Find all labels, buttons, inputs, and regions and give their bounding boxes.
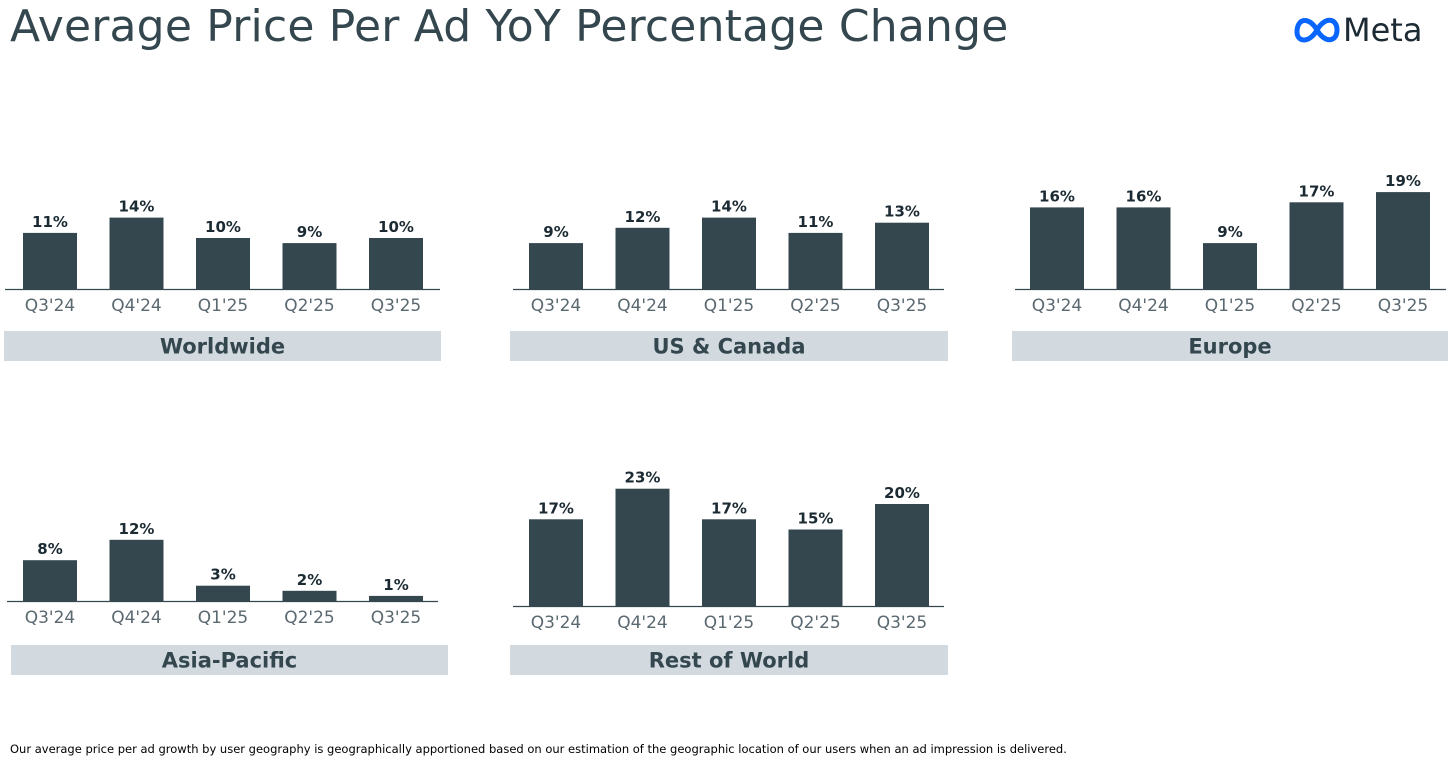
value-label: 11% xyxy=(798,213,834,231)
value-label: 9% xyxy=(1217,223,1242,241)
region-title: Europe xyxy=(1188,335,1271,359)
bar-rest-of-world-1 xyxy=(615,488,670,606)
x-tick-label: Q3'24 xyxy=(25,296,76,316)
bar-rest-of-world-4 xyxy=(875,504,929,606)
value-label: 10% xyxy=(378,218,414,236)
x-tick-label: Q2'25 xyxy=(284,608,335,628)
value-label: 20% xyxy=(884,484,920,502)
x-tick-label: Q4'24 xyxy=(1118,296,1169,316)
x-tick-label: Q3'25 xyxy=(877,296,928,316)
value-label: 13% xyxy=(884,203,920,221)
page-title: Average Price Per Ad YoY Percentage Chan… xyxy=(10,1,1009,52)
value-label: 10% xyxy=(205,218,241,236)
value-label: 12% xyxy=(625,208,661,226)
value-label: 19% xyxy=(1385,172,1421,190)
region-label-band xyxy=(1012,331,1448,361)
bar-worldwide-3 xyxy=(282,243,337,289)
x-tick-label: Q3'25 xyxy=(877,613,928,633)
value-label: 12% xyxy=(119,520,155,538)
bar-asia-pacific-2 xyxy=(196,585,250,601)
bar-asia-pacific-1 xyxy=(109,539,164,601)
x-tick-label: Q4'24 xyxy=(111,608,162,628)
x-tick-label: Q1'25 xyxy=(1205,296,1256,316)
value-label: 16% xyxy=(1039,187,1075,205)
bar-us-canada-4 xyxy=(875,222,929,289)
x-tick-label: Q1'25 xyxy=(704,296,755,316)
region-label-band xyxy=(4,331,441,361)
region-title: US & Canada xyxy=(652,335,805,359)
region-label-band xyxy=(11,645,448,675)
value-label: 9% xyxy=(543,223,568,241)
x-tick-label: Q3'24 xyxy=(1032,296,1083,316)
value-label: 14% xyxy=(711,198,747,216)
chart-asia-pacific: 8% Q3'24 12% Q4'24 3% Q1'25 2% Q2'25 1% Q3'25 Asia… xyxy=(7,520,448,675)
bar-asia-pacific-3 xyxy=(282,590,337,601)
bar-asia-pacific-0 xyxy=(23,560,77,601)
x-tick-label: Q1'25 xyxy=(704,613,755,633)
region-label-band xyxy=(510,331,948,361)
bar-europe-0 xyxy=(1030,207,1084,289)
x-tick-label: Q2'25 xyxy=(284,296,335,316)
bar-us-canada-3 xyxy=(788,232,843,289)
value-label: 17% xyxy=(538,499,574,517)
chart-worldwide: 11% Q3'24 14% Q4'24 10% Q1'25 9% Q2'25 10% Q3'25 W… xyxy=(4,198,441,361)
value-label: 3% xyxy=(210,566,235,584)
region-title: Asia-Pacific xyxy=(162,649,298,673)
x-tick-label: Q4'24 xyxy=(617,296,668,316)
x-tick-label: Q4'24 xyxy=(617,613,668,633)
x-tick-label: Q3'25 xyxy=(1378,296,1429,316)
x-tick-label: Q2'25 xyxy=(790,613,841,633)
chart-rest-of-world: 17% Q3'24 23% Q4'24 17% Q1'25 15% Q2'25 20% Q3'25… xyxy=(510,469,948,675)
bar-europe-2 xyxy=(1203,243,1257,289)
region-label-band xyxy=(510,645,948,675)
value-label: 23% xyxy=(625,469,661,487)
bar-europe-3 xyxy=(1289,202,1344,289)
bar-worldwide-4 xyxy=(369,238,423,289)
x-tick-label: Q3'25 xyxy=(371,608,422,628)
value-label: 15% xyxy=(798,510,834,528)
chart-europe: 16% Q3'24 16% Q4'24 9% Q1'25 17% Q2'25 19% Q3'25 E… xyxy=(1012,172,1448,361)
value-label: 17% xyxy=(1299,182,1335,200)
bar-rest-of-world-2 xyxy=(702,519,756,606)
x-tick-label: Q3'25 xyxy=(371,296,422,316)
x-tick-label: Q3'24 xyxy=(25,608,76,628)
value-label: 16% xyxy=(1126,187,1162,205)
value-label: 14% xyxy=(119,198,155,216)
x-tick-label: Q1'25 xyxy=(198,608,249,628)
bar-us-canada-1 xyxy=(615,227,670,289)
meta-wordmark: Meta xyxy=(1343,11,1423,49)
bar-us-canada-2 xyxy=(702,217,756,289)
region-title: Rest of World xyxy=(649,649,810,673)
x-tick-label: Q4'24 xyxy=(111,296,162,316)
value-label: 8% xyxy=(37,540,62,558)
x-tick-label: Q2'25 xyxy=(790,296,841,316)
meta-infinity-icon xyxy=(1294,17,1340,43)
value-label: 9% xyxy=(297,223,322,241)
value-label: 11% xyxy=(32,213,68,231)
x-tick-label: Q2'25 xyxy=(1291,296,1342,316)
bar-us-canada-0 xyxy=(529,243,583,289)
footnote: Our average price per ad growth by user … xyxy=(10,742,1067,756)
value-label: 17% xyxy=(711,499,747,517)
region-title: Worldwide xyxy=(160,335,285,359)
bar-worldwide-2 xyxy=(196,238,250,289)
x-tick-label: Q1'25 xyxy=(198,296,249,316)
bar-europe-4 xyxy=(1376,192,1430,289)
x-tick-label: Q3'24 xyxy=(531,613,582,633)
value-label: 1% xyxy=(383,576,408,594)
charts-area: 11% Q3'24 14% Q4'24 10% Q1'25 9% Q2'25 10% Q3'25 W… xyxy=(4,172,1448,675)
meta-logo: Meta xyxy=(1294,10,1444,50)
bar-rest-of-world-3 xyxy=(788,529,843,606)
x-tick-label: Q3'24 xyxy=(531,296,582,316)
bar-rest-of-world-0 xyxy=(529,519,583,606)
bar-europe-1 xyxy=(1116,207,1171,289)
bar-worldwide-1 xyxy=(109,217,164,289)
chart-us-canada: 9% Q3'24 12% Q4'24 14% Q1'25 11% Q2'25 13% Q3'25 U… xyxy=(510,198,948,361)
value-label: 2% xyxy=(297,571,322,589)
bar-worldwide-0 xyxy=(23,232,77,289)
bar-asia-pacific-4 xyxy=(369,595,423,601)
